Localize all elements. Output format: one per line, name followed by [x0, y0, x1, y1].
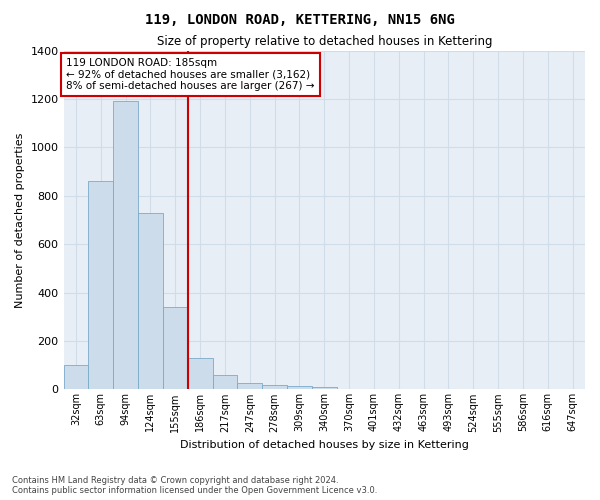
Text: 119, LONDON ROAD, KETTERING, NN15 6NG: 119, LONDON ROAD, KETTERING, NN15 6NG [145, 12, 455, 26]
Bar [188, 358, 212, 390]
X-axis label: Distribution of detached houses by size in Kettering: Distribution of detached houses by size … [180, 440, 469, 450]
Bar [64, 365, 88, 390]
Bar [312, 387, 337, 390]
Bar [163, 307, 188, 390]
Bar [138, 212, 163, 390]
Bar [238, 382, 262, 390]
Text: 119 LONDON ROAD: 185sqm
← 92% of detached houses are smaller (3,162)
8% of semi-: 119 LONDON ROAD: 185sqm ← 92% of detache… [66, 58, 314, 91]
Bar [113, 102, 138, 390]
Bar [262, 384, 287, 390]
Bar [88, 181, 113, 390]
Bar [287, 386, 312, 390]
Y-axis label: Number of detached properties: Number of detached properties [15, 132, 25, 308]
Bar [212, 375, 238, 390]
Text: Contains HM Land Registry data © Crown copyright and database right 2024.
Contai: Contains HM Land Registry data © Crown c… [12, 476, 377, 495]
Title: Size of property relative to detached houses in Kettering: Size of property relative to detached ho… [157, 35, 492, 48]
